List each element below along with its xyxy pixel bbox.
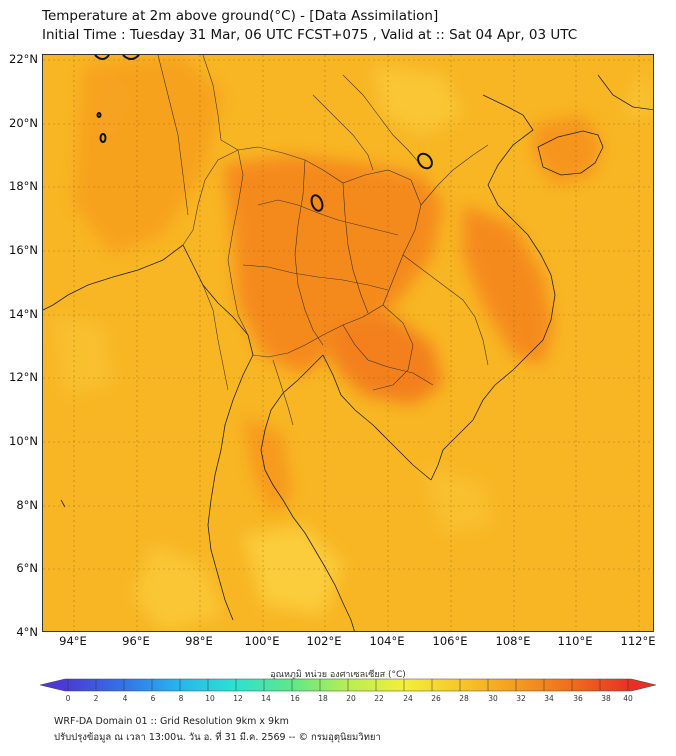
lat-label-12n: 12°N xyxy=(9,370,38,384)
colorbar-tick: 24 xyxy=(403,694,413,703)
colorbar-tick: 26 xyxy=(431,694,441,703)
lat-label-16n: 16°N xyxy=(9,243,38,257)
colorbar-tick: 30 xyxy=(488,694,498,703)
lat-label-18n: 18°N xyxy=(9,179,38,193)
update-info: ปรับปรุงข้อมูล ณ เวลา 13:00น. วัน อ. ที่… xyxy=(54,732,381,743)
lon-label-98e: 98°E xyxy=(185,634,213,648)
lat-label-10n: 10°N xyxy=(9,434,38,448)
colorbar-tick: 2 xyxy=(93,694,99,703)
colorbar-tick: 8 xyxy=(178,694,184,703)
contour-lines xyxy=(94,55,433,212)
colorbar-tick: 22 xyxy=(374,694,384,703)
colorbar-tick: 16 xyxy=(290,694,300,703)
lon-label-100e: 100°E xyxy=(244,634,280,648)
colorbar-tick: 6 xyxy=(150,694,156,703)
lat-label-20n: 20°N xyxy=(9,116,38,130)
lat-label-22n: 22°N xyxy=(9,52,38,66)
lon-label-108e: 108°E xyxy=(495,634,531,648)
colorbar-tick: 4 xyxy=(122,694,128,703)
colorbar xyxy=(40,678,656,692)
lat-label-4n: 4°N xyxy=(16,625,38,639)
lon-label-94e: 94°E xyxy=(59,634,87,648)
lon-label-96e: 96°E xyxy=(122,634,150,648)
temperature-map xyxy=(42,54,654,632)
lat-label-14n: 14°N xyxy=(9,307,38,321)
colorbar-tick: 34 xyxy=(544,694,554,703)
colorbar-tick: 0 xyxy=(65,694,71,703)
colorbar-tick: 14 xyxy=(261,694,271,703)
lon-label-104e: 104°E xyxy=(369,634,405,648)
colorbar-tick: 28 xyxy=(459,694,469,703)
colorbar-label: อุณหภูมิ หน่วย องศาเซลเซียส (°C) xyxy=(270,670,406,680)
colorbar-tick: 20 xyxy=(346,694,356,703)
colorbar-tick: 18 xyxy=(318,694,328,703)
colorbar-tick: 36 xyxy=(573,694,583,703)
map-subtitle: Initial Time : Tuesday 31 Mar, 06 UTC FC… xyxy=(42,27,578,43)
colorbar-tick: 10 xyxy=(205,694,215,703)
colorbar-tick: 32 xyxy=(516,694,526,703)
graticule xyxy=(43,55,653,631)
lat-label-6n: 6°N xyxy=(16,561,38,575)
model-info: WRF-DA Domain 01 :: Grid Resolution 9km … xyxy=(54,716,289,727)
lon-label-106e: 106°E xyxy=(432,634,468,648)
lat-label-8n: 8°N xyxy=(16,498,38,512)
colorbar-tick: 12 xyxy=(233,694,243,703)
lon-label-102e: 102°E xyxy=(306,634,342,648)
colorbar-tick: 38 xyxy=(601,694,611,703)
lon-label-110e: 110°E xyxy=(557,634,593,648)
lon-label-112e: 112°E xyxy=(620,634,656,648)
borders xyxy=(157,55,489,426)
colorbar-tick: 40 xyxy=(623,694,633,703)
cool-temperature-areas xyxy=(53,65,653,631)
coastlines xyxy=(43,74,653,631)
map-title: Temperature at 2m above ground(°C) - [Da… xyxy=(42,8,439,24)
